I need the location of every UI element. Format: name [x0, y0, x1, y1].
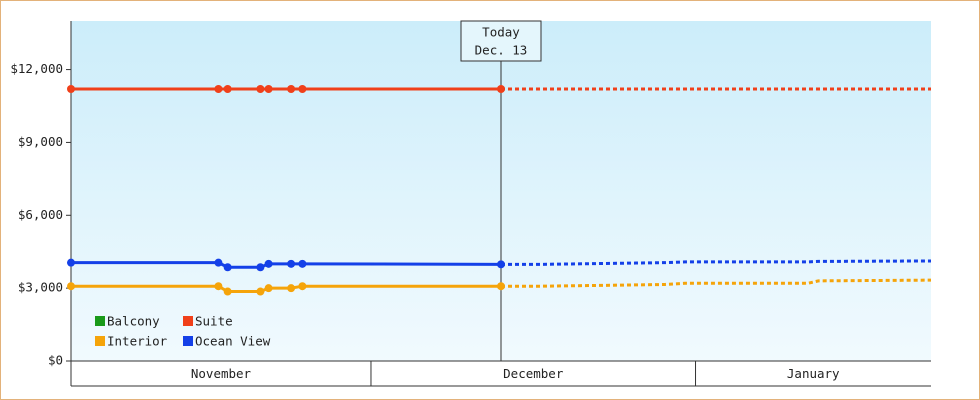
y-tick-label: $6,000: [18, 207, 63, 222]
point: [497, 85, 505, 93]
series-line-forecast: [501, 278, 932, 288]
y-tick-label: $9,000: [18, 134, 63, 149]
point: [264, 85, 273, 93]
legend-label: Suite: [195, 314, 233, 329]
point: [223, 263, 232, 272]
point: [497, 282, 505, 291]
series-line-forecast: [501, 259, 932, 266]
point: [298, 85, 307, 93]
x-tick-label: December: [503, 366, 564, 381]
today-box: [460, 20, 542, 62]
point: [264, 284, 273, 293]
point: [214, 85, 223, 93]
legend-swatch: [183, 316, 193, 326]
point: [214, 282, 223, 291]
today-label: Today: [482, 25, 520, 40]
point: [298, 259, 307, 268]
legend-label: Balcony: [107, 314, 160, 329]
legend-swatch: [95, 316, 105, 326]
y-tick-label: $12,000: [10, 61, 63, 76]
y-tick-label: $3,000: [18, 280, 63, 295]
point: [223, 287, 232, 296]
x-tick-label: January: [787, 366, 840, 381]
point: [256, 85, 265, 93]
point: [67, 258, 75, 267]
point: [256, 263, 265, 272]
point: [223, 85, 232, 93]
point: [497, 260, 505, 269]
legend-swatch: [95, 336, 105, 346]
y-tick-label: $0: [48, 353, 63, 368]
legend-label: Ocean View: [195, 334, 271, 349]
point: [298, 282, 307, 291]
point: [256, 287, 265, 296]
point: [287, 284, 296, 293]
point: [287, 85, 296, 93]
point: [67, 85, 75, 93]
point: [287, 259, 296, 268]
x-tick-label: November: [191, 366, 252, 381]
point: [264, 259, 273, 268]
point: [214, 258, 223, 267]
legend-swatch: [183, 336, 193, 346]
today-label: Dec. 13: [475, 43, 528, 58]
point: [67, 282, 75, 291]
legend-label: Interior: [107, 334, 168, 349]
